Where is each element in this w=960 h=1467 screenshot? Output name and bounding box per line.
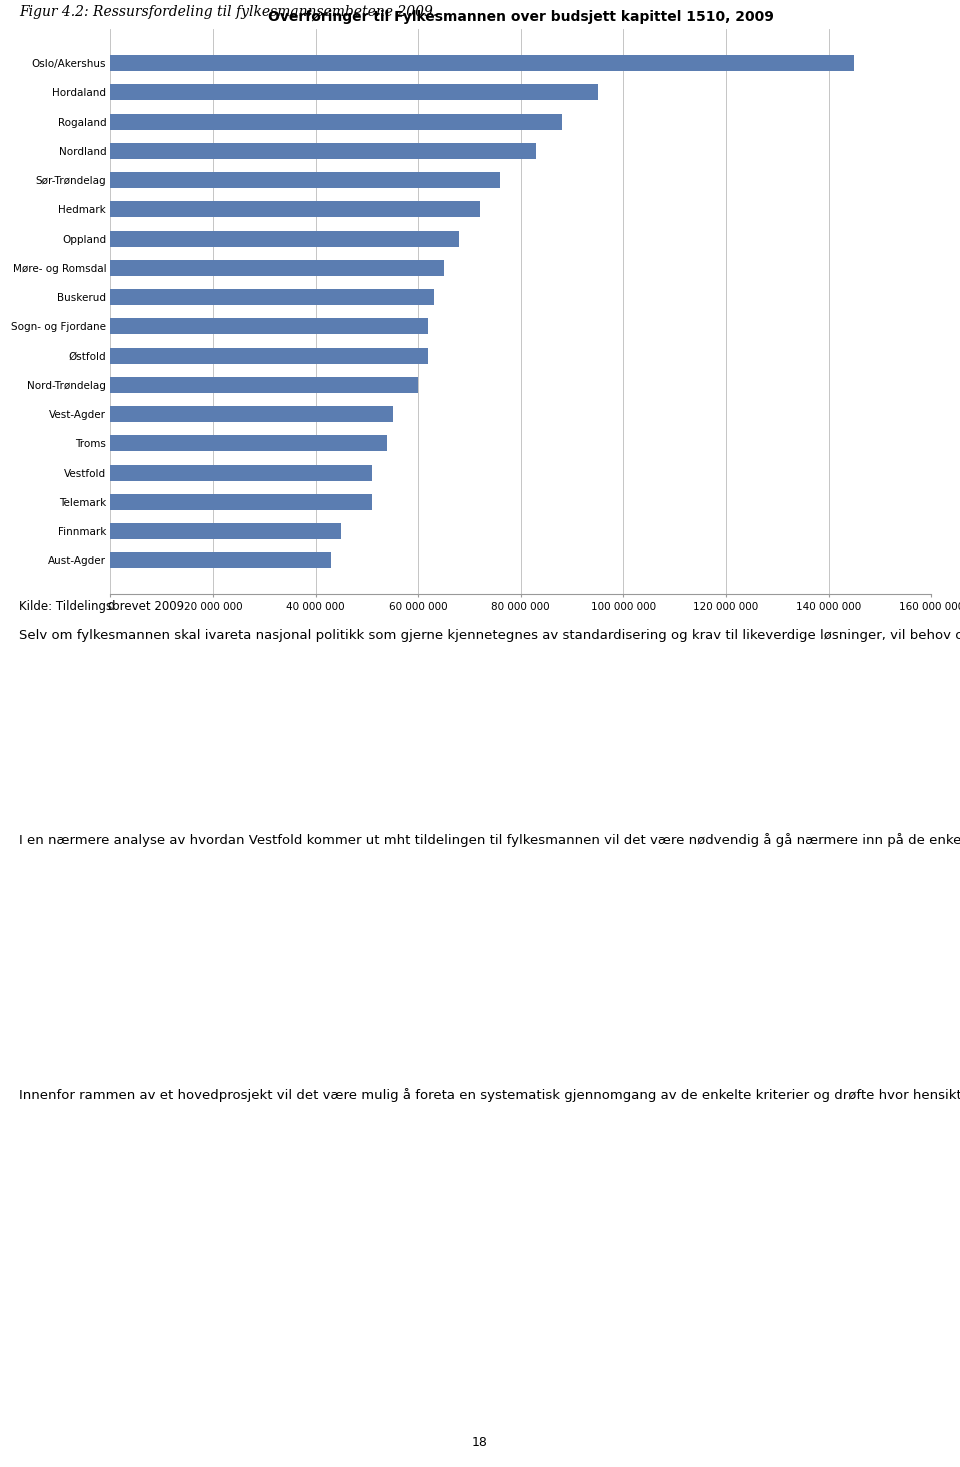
- Text: 18: 18: [472, 1436, 488, 1449]
- Bar: [110, 172, 500, 188]
- Bar: [110, 260, 444, 276]
- Text: Selv om fylkesmannen skal ivareta nasjonal politikk som gjerne kjennetegnes av s: Selv om fylkesmannen skal ivareta nasjon…: [19, 628, 960, 643]
- Bar: [110, 318, 428, 334]
- Bar: [110, 348, 428, 364]
- Title: Overføringer til Fylkesmannen over budsjett kapittel 1510, 2009: Overføringer til Fylkesmannen over budsj…: [268, 10, 774, 23]
- Bar: [110, 553, 331, 568]
- Bar: [110, 84, 598, 100]
- Text: Kilde: Tildelingsbrevet 2009: Kilde: Tildelingsbrevet 2009: [19, 600, 184, 613]
- Bar: [110, 201, 480, 217]
- Bar: [110, 142, 537, 158]
- Bar: [110, 289, 434, 305]
- Bar: [110, 230, 459, 246]
- Bar: [110, 377, 419, 393]
- Bar: [110, 494, 372, 511]
- Bar: [110, 54, 854, 70]
- Bar: [110, 524, 341, 540]
- Text: Figur 4.2: Ressursfordeling til fylkesmannsembetene 2009.: Figur 4.2: Ressursfordeling til fylkesma…: [19, 4, 438, 19]
- Bar: [110, 465, 372, 481]
- Bar: [110, 406, 393, 422]
- Bar: [110, 113, 562, 129]
- Text: Innenfor rammen av et hovedprosjekt vil det være mulig å foreta en systematisk g: Innenfor rammen av et hovedprosjekt vil …: [19, 1089, 960, 1103]
- Text: I en nærmere analyse av hvordan Vestfold kommer ut mht tildelingen til fylkesman: I en nærmere analyse av hvordan Vestfold…: [19, 833, 960, 848]
- Bar: [110, 436, 388, 452]
